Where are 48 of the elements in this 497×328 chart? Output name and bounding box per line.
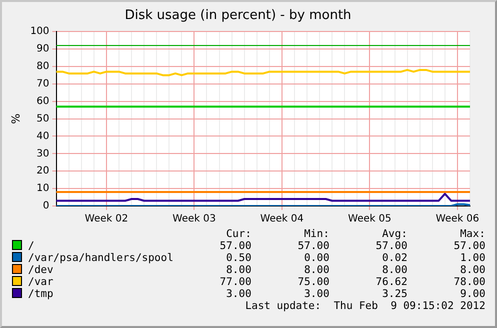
x-tick-label: Week 03 [172, 214, 216, 225]
x-tick-label: Week 04 [260, 214, 304, 225]
y-tick-label: 0 [42, 200, 50, 212]
text: Cur: [225, 228, 252, 240]
y-tick-label: 90 [36, 44, 50, 55]
text: 3.00 [303, 288, 330, 300]
text: 0.50 [225, 252, 252, 264]
text: Avg: [381, 228, 408, 240]
x-tick-label: Week 05 [348, 214, 392, 225]
text: 57.00 [218, 240, 252, 252]
x-tick-label: Week 06 [436, 214, 480, 225]
text: 77.00 [218, 276, 252, 288]
y-tick-label: 80 [36, 61, 50, 72]
y-tick-label: 30 [36, 148, 50, 160]
y-tick-label: 20 [36, 166, 50, 177]
legend-label: /var [27, 276, 54, 288]
y-tick-label: 50 [36, 113, 50, 124]
text: 57.00 [296, 240, 330, 252]
text: Max: [459, 228, 486, 240]
text: 8.00 [225, 264, 252, 276]
y-tick-label: 70 [36, 78, 50, 90]
text: 8.00 [459, 264, 486, 276]
text: 76.62 [374, 276, 408, 288]
text: 0.00 [303, 252, 330, 264]
text: 57.00 [374, 240, 408, 252]
text: 0.02 [381, 252, 408, 264]
text: Last update: Thu Feb 9 09:15:02 2012 [244, 300, 486, 312]
text: 75.00 [296, 276, 330, 288]
legend-label: /dev [27, 264, 54, 276]
text: 9.00 [459, 288, 486, 300]
text: Min: [303, 228, 330, 240]
legend-label: /var/psa/handlers/spool [27, 252, 174, 264]
legend-label: / [27, 240, 36, 252]
text: 3.25 [381, 288, 408, 300]
text: 1.00 [459, 252, 486, 264]
y-tick-label: 60 [36, 96, 50, 107]
y-tick-label: 100 [30, 26, 50, 38]
text: 8.00 [381, 264, 408, 276]
text: 78.00 [452, 276, 486, 288]
text: 8.00 [303, 264, 330, 276]
text: 57.00 [452, 240, 486, 252]
chart-title: Disk usage (in percent) - by month [124, 8, 352, 24]
y-axis-title: % [9, 114, 22, 124]
x-tick-label: Week 02 [84, 214, 128, 225]
legend-label: /tmp [27, 288, 54, 300]
y-tick-label: 40 [36, 130, 50, 142]
y-tick-label: 10 [36, 183, 50, 194]
text: 3.00 [225, 288, 252, 300]
